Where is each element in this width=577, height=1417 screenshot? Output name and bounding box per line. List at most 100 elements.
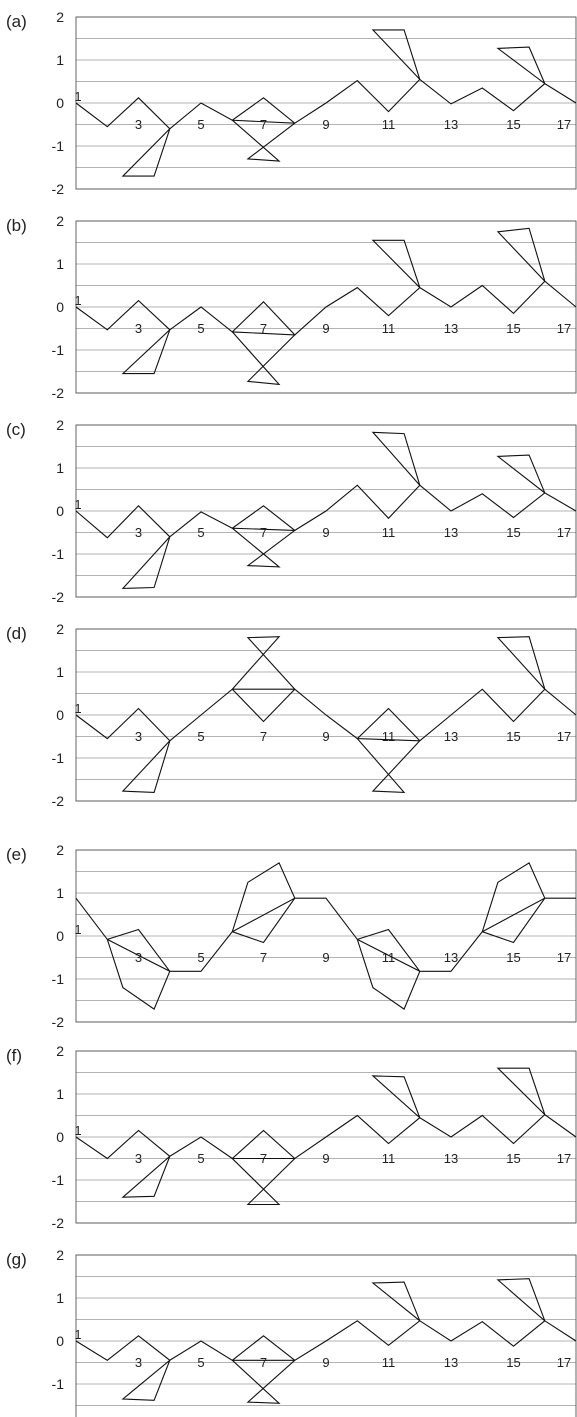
y-tick-label: 0 (56, 707, 64, 723)
x-tick-label: 1 (74, 1123, 81, 1138)
panel-label: (c) (6, 420, 26, 439)
x-tick-label: 13 (444, 729, 458, 744)
x-tick-label: 11 (382, 321, 396, 336)
x-tick-label: 1 (74, 293, 81, 308)
panel-b: (b) 210-1-213 5 7 9 11 13 15 17 (6, 213, 577, 401)
y-tick-label: 0 (56, 1333, 64, 1349)
y-tick-label: 2 (56, 9, 64, 25)
y-tick-label: 0 (56, 503, 64, 519)
x-tick-label: 7 (260, 525, 267, 540)
y-tick-label: -1 (52, 971, 65, 987)
series-line (75, 862, 576, 1010)
series-line (75, 1278, 577, 1404)
x-tick-label: 17 (557, 117, 571, 132)
x-tick-label: 3 (135, 1151, 142, 1166)
x-tick-label: 9 (322, 729, 329, 744)
panel-label: (d) (6, 624, 27, 643)
x-tick-label: 5 (197, 950, 204, 965)
x-tick-label: 9 (322, 525, 329, 540)
panel-label: (b) (6, 216, 27, 235)
y-tick-label: -2 (52, 1014, 65, 1030)
plot-frame (75, 849, 577, 1023)
series-line (75, 227, 577, 386)
y-tick-label: 1 (56, 664, 64, 680)
y-tick-label: 0 (56, 95, 64, 111)
x-tick-label: 5 (197, 1151, 204, 1166)
y-tick-label: -2 (52, 181, 65, 197)
y-tick-label: 0 (56, 299, 64, 315)
x-tick-label: 11 (382, 729, 396, 744)
x-tick-label: 15 (506, 117, 520, 132)
y-tick-label: 1 (56, 885, 64, 901)
x-tick-label: 3 (135, 1355, 142, 1370)
x-tick-label: 9 (322, 321, 329, 336)
x-tick-label: 1 (74, 1327, 81, 1342)
panel-a: (a) 210-1-213 5 7 9 11 13 15 17 (6, 9, 577, 197)
x-tick-label: 1 (74, 701, 81, 716)
series-line (75, 431, 577, 589)
panel-f: (f) 210-1-213 5 7 9 11 13 15 17 (6, 1043, 577, 1231)
y-tick-label: -2 (52, 589, 65, 605)
x-tick-label: 17 (557, 1151, 571, 1166)
y-tick-label: 1 (56, 256, 64, 272)
panel-d: (d) 210-1-213 5 7 9 11 13 15 17 (6, 621, 577, 809)
series-line (75, 636, 577, 794)
y-tick-label: 2 (56, 842, 64, 858)
panel-label: (f) (6, 1046, 22, 1065)
y-tick-label: -2 (52, 793, 65, 809)
y-tick-label: 1 (56, 460, 64, 476)
x-tick-label: 9 (322, 1355, 329, 1370)
x-tick-label: 5 (197, 117, 204, 132)
x-tick-label: 9 (322, 1151, 329, 1166)
x-tick-label: 7 (260, 729, 267, 744)
x-tick-label: 9 (322, 950, 329, 965)
panel-label: (e) (6, 845, 27, 864)
y-tick-label: -1 (52, 1172, 65, 1188)
x-tick-label: 17 (557, 321, 571, 336)
x-tick-label: 3 (135, 950, 142, 965)
x-tick-label: 3 (135, 117, 142, 132)
panel-label: (g) (6, 1250, 27, 1269)
x-tick-label: 13 (444, 1355, 458, 1370)
y-tick-label: -1 (52, 342, 65, 358)
x-tick-label: 7 (260, 117, 267, 132)
y-tick-label: 1 (56, 1086, 64, 1102)
x-tick-label: 3 (135, 729, 142, 744)
y-tick-label: 2 (56, 1247, 64, 1263)
x-tick-label: 15 (506, 525, 520, 540)
panel-label: (a) (6, 12, 27, 31)
x-tick-label: 3 (135, 321, 142, 336)
y-tick-label: -1 (52, 546, 65, 562)
y-tick-label: -2 (52, 1215, 65, 1231)
x-tick-label: 17 (557, 525, 571, 540)
x-tick-label: 9 (322, 117, 329, 132)
y-tick-label: -1 (52, 138, 65, 154)
x-tick-label: 13 (444, 1151, 458, 1166)
y-tick-label: -1 (52, 750, 65, 766)
series-line (75, 29, 577, 177)
x-tick-label: 13 (444, 321, 458, 336)
y-tick-label: 0 (56, 1129, 64, 1145)
series-line (75, 1067, 577, 1206)
x-tick-label: 15 (506, 729, 520, 744)
x-tick-label: 11 (382, 1355, 396, 1370)
y-tick-label: 0 (56, 928, 64, 944)
y-tick-label: 2 (56, 621, 64, 637)
x-tick-label: 7 (260, 321, 267, 336)
x-tick-label: 15 (506, 1151, 520, 1166)
y-tick-label: 1 (56, 52, 64, 68)
y-tick-label: 2 (56, 1043, 64, 1059)
y-tick-label: 2 (56, 213, 64, 229)
x-tick-label: 17 (557, 950, 571, 965)
x-tick-label: 11 (382, 525, 396, 540)
x-tick-label: 17 (557, 1355, 571, 1370)
x-tick-label: 5 (197, 525, 204, 540)
x-tick-label: 5 (197, 321, 204, 336)
x-tick-label: 13 (444, 525, 458, 540)
x-tick-label: 15 (506, 321, 520, 336)
y-tick-label: -1 (52, 1376, 65, 1392)
x-tick-label: 13 (444, 117, 458, 132)
x-tick-label: 13 (444, 950, 458, 965)
